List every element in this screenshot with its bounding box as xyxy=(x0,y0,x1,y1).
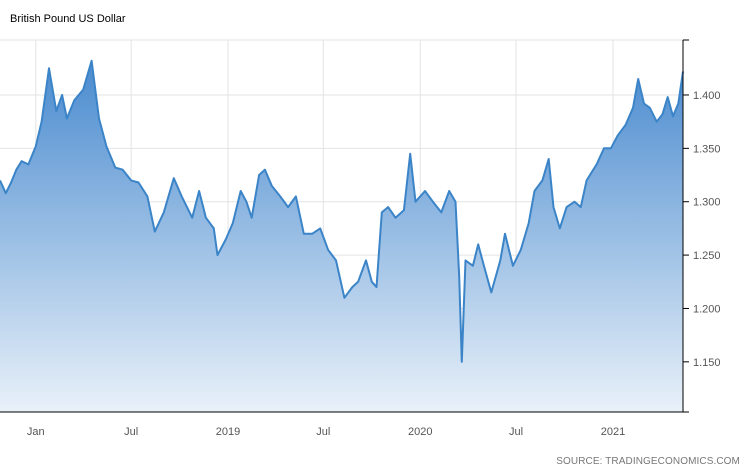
chart-title: British Pound US Dollar xyxy=(10,13,126,25)
y-tick-label: 1.250 xyxy=(693,250,721,262)
y-tick-label: 1.300 xyxy=(693,197,721,209)
y-tick-label: 1.400 xyxy=(693,90,721,102)
y-tick-label: 1.350 xyxy=(693,143,721,155)
x-tick-label: 2020 xyxy=(408,426,432,438)
x-tick-label: Jul xyxy=(124,426,138,438)
y-tick-label: 1.150 xyxy=(693,357,721,369)
x-tick-label: Jul xyxy=(509,426,523,438)
axes: 1.150 1.200 1.250 1.300 1.350 1.400 Jan Jul 2019… xyxy=(0,39,721,438)
x-tick-label: Jan xyxy=(27,426,45,438)
area-fill xyxy=(0,60,683,413)
x-tick-label: 2021 xyxy=(601,426,625,438)
series-line xyxy=(0,59,684,363)
x-tick-label: 2019 xyxy=(216,426,240,438)
x-tick-label: Jul xyxy=(316,426,330,438)
y-tick-label: 1.200 xyxy=(693,303,721,315)
source-label: SOURCE: TRADINGECONOMICS.COM xyxy=(556,456,740,467)
